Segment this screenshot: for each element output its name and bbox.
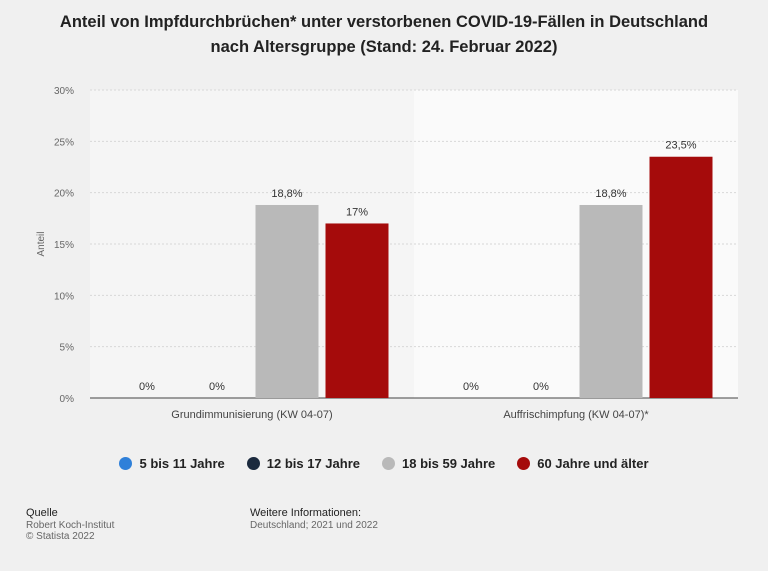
x-tick-label: Auffrischimpfung (KW 04-07)* [503, 409, 649, 421]
y-tick-label: 20% [54, 189, 74, 200]
y-tick-label: 10% [54, 291, 74, 302]
legend-marker [382, 457, 395, 470]
bar [255, 204, 319, 398]
legend-marker [246, 457, 260, 470]
data-label: 23,5% [665, 140, 696, 152]
source-text[interactable]: Robert Koch-Institut [26, 520, 115, 531]
data-label: 18,8% [271, 188, 302, 200]
legend-item-12-17[interactable]: 12 bis 17 Jahre [246, 456, 360, 471]
bar [649, 156, 713, 398]
info-block: Weitere Informationen: Deutschland; 2021… [250, 507, 378, 531]
data-label: 17% [346, 206, 368, 218]
source-heading: Quelle [26, 507, 58, 519]
data-label: 0% [209, 381, 225, 393]
legend-item-5-11[interactable]: 5 bis 11 Jahre [119, 456, 225, 471]
info-heading: Weitere Informationen: [250, 507, 362, 519]
y-tick-label: 5% [60, 343, 75, 354]
data-label: 18,8% [595, 188, 626, 200]
bar-chart: 0% 5% 10% 15% 20% 25% 30% Anteil 0% 0% 18,8% 17% Gru… [36, 86, 738, 421]
legend-label: 12 bis 17 Jahre [266, 456, 360, 471]
legend-label: 18 bis 59 Jahre [402, 456, 496, 471]
data-label: 0% [533, 381, 549, 393]
legend-item-60-plus[interactable]: 60 Jahre und älter [517, 456, 649, 471]
legend-item-18-59[interactable]: 18 bis 59 Jahre [382, 456, 495, 471]
bar [579, 204, 643, 398]
legend-label: 5 bis 11 Jahre [139, 456, 225, 471]
y-tick-label: 0% [60, 394, 75, 405]
y-tick-label: 25% [54, 137, 74, 148]
data-label: 0% [139, 381, 155, 393]
copyright-text[interactable]: © Statista 2022 [26, 531, 95, 542]
data-label: 0% [463, 381, 479, 393]
info-text: Deutschland; 2021 und 2022 [250, 520, 378, 531]
y-tick-label: 30% [54, 86, 74, 97]
source-block: Quelle Robert Koch-Institut © Statista 2… [26, 507, 114, 542]
y-axis-label: Anteil [36, 231, 47, 256]
title-line-2: nach Altersgruppe (Stand: 24. Februar 20… [210, 38, 558, 56]
x-tick-label: Grundimmunisierung (KW 04-07) [171, 409, 332, 421]
bar [325, 223, 389, 398]
legend-label: 60 Jahre und älter [537, 456, 649, 471]
chart-title: Anteil von Impfdurchbrüchen* unter verst… [0, 10, 768, 60]
legend-marker [119, 457, 133, 470]
legend-marker [517, 457, 531, 470]
y-tick-label: 15% [54, 240, 74, 251]
title-line-1: Anteil von Impfdurchbrüchen* unter verst… [59, 13, 709, 31]
chart-legend: 5 bis 11 Jahre 12 bis 17 Jahre 18 bis 59… [0, 456, 768, 471]
